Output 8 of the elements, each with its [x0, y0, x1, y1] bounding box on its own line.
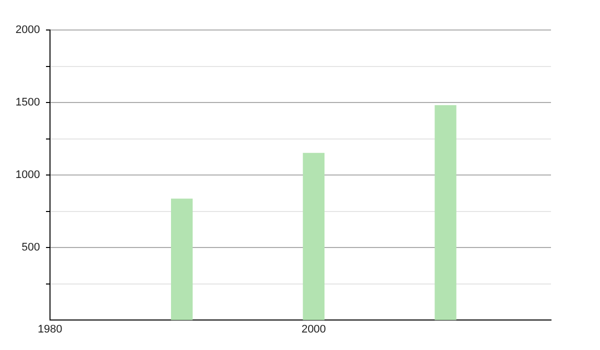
bar	[171, 198, 193, 320]
y-tick-label: 1500	[16, 96, 40, 109]
bar	[302, 152, 325, 320]
bar	[434, 105, 456, 320]
x-tick-label: 1980	[38, 324, 62, 336]
y-tick-label: 500	[22, 242, 40, 254]
y-tick-label: 2000	[16, 24, 40, 36]
y-tick-label: 1000	[16, 169, 40, 182]
